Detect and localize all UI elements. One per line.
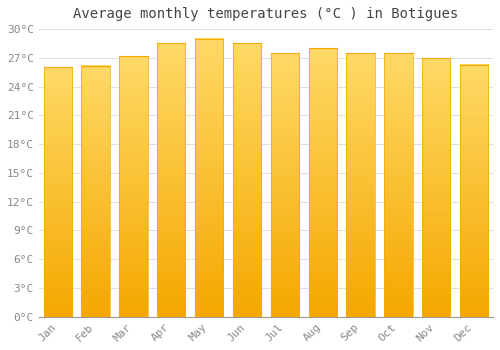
Title: Average monthly temperatures (°C ) in Botigues: Average monthly temperatures (°C ) in Bo… xyxy=(74,7,458,21)
